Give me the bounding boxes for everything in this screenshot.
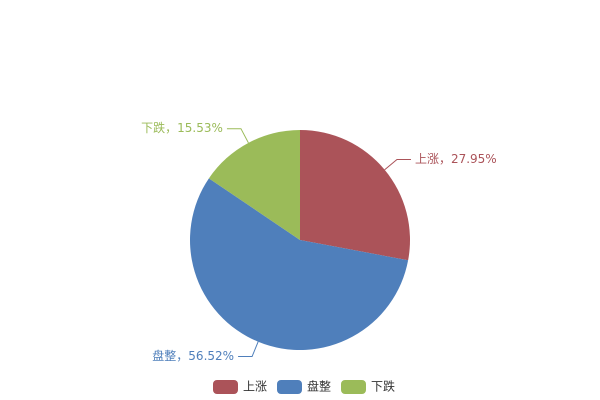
label-line	[238, 341, 259, 358]
label-line	[226, 128, 249, 144]
slice-label: 盘整，56.52%	[152, 348, 234, 363]
legend-swatch[interactable]	[213, 380, 238, 394]
slice-label: 上涨，27.95%	[415, 151, 497, 166]
legend-swatch[interactable]	[341, 380, 366, 394]
label-line	[384, 159, 411, 171]
pie-slice[interactable]	[300, 130, 410, 261]
legend-label[interactable]: 盘整	[307, 379, 331, 394]
pie-slice[interactable]	[190, 178, 409, 350]
pie-slice[interactable]	[208, 130, 300, 240]
slice-label: 下跌，15.53%	[141, 120, 223, 135]
legend-label[interactable]: 下跌	[371, 379, 395, 394]
legend-swatch[interactable]	[277, 380, 302, 394]
legend-label[interactable]: 上涨	[243, 379, 267, 394]
